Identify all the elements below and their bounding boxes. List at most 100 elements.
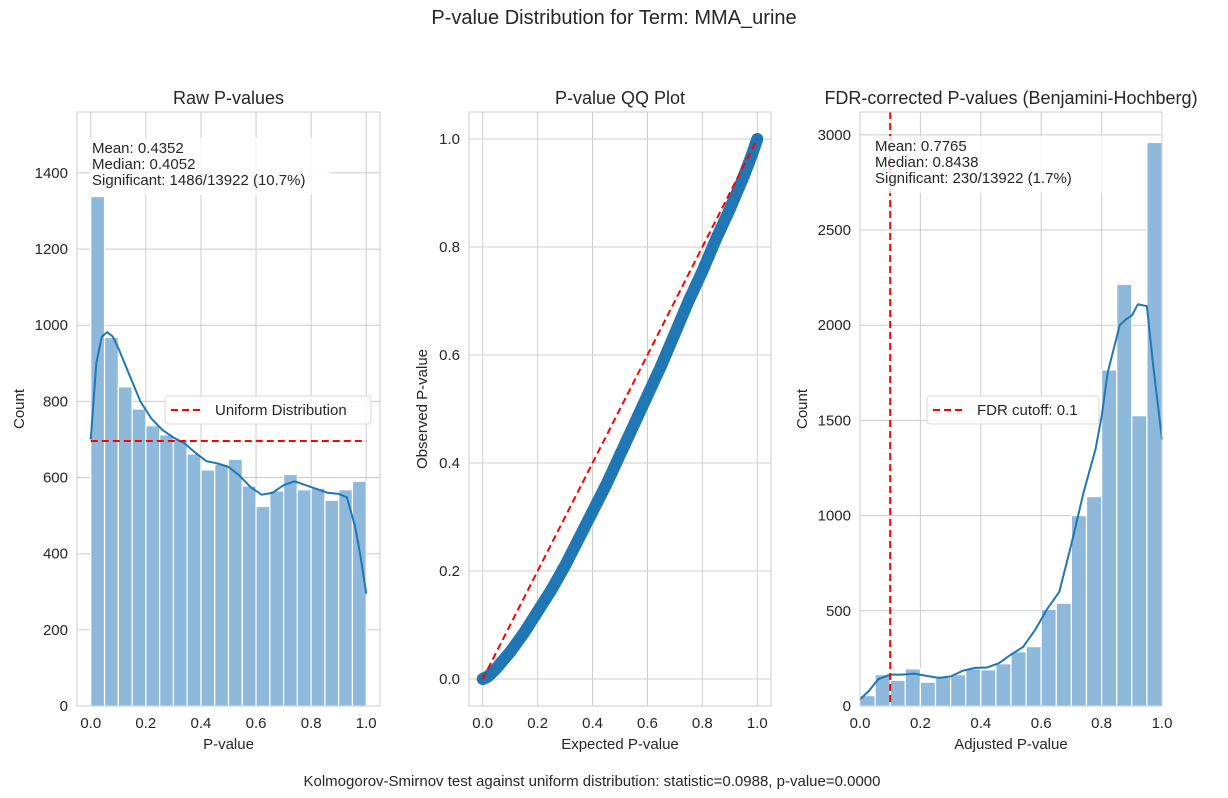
histogram-bar xyxy=(310,487,326,707)
stats-annotation-line: Significant: 1486/13922 (10.7%) xyxy=(92,172,305,189)
histogram-bar xyxy=(965,668,982,707)
x-tick-label: 1.0 xyxy=(356,715,377,732)
y-tick-label: 0.4 xyxy=(439,455,460,472)
x-tick-label: 0.0 xyxy=(850,715,871,732)
y-tick-label: 1200 xyxy=(35,241,68,258)
histogram-bar xyxy=(1040,608,1057,707)
y-tick-label: 2000 xyxy=(818,317,851,334)
y-tick-label: 0.8 xyxy=(439,239,460,256)
x-tick-label: 0.2 xyxy=(527,715,548,732)
histogram-bar xyxy=(1100,369,1118,707)
y-tick-label: 500 xyxy=(826,603,851,620)
y-tick-label: 400 xyxy=(43,546,68,563)
histogram-bar xyxy=(227,458,243,707)
identity-reference-line xyxy=(481,138,759,680)
histogram-bar xyxy=(255,505,271,707)
y-tick-label: 200 xyxy=(43,622,68,639)
panel-raw-pvalues: 0.0 0.2 0.4 0.6 0.8 1.0 0 200 400 600 800 1000 1200 1… xyxy=(11,88,381,753)
histogram-bar xyxy=(103,336,119,707)
legend-label: Uniform Distribution xyxy=(215,402,347,419)
y-axis-label: Count xyxy=(11,388,28,429)
axes-title: P-value QQ Plot xyxy=(555,88,685,108)
y-tick-label: 3000 xyxy=(818,127,851,144)
y-tick-label: 0 xyxy=(843,698,851,715)
annotation-background xyxy=(90,138,330,195)
panel-fdr-pvalues: 0.0 0.2 0.4 0.6 0.8 1.0 0 500 1000 1500 2000 2500 30… xyxy=(794,88,1198,753)
histogram-bar xyxy=(90,195,106,707)
kde-line xyxy=(859,303,1163,701)
y-tick-label: 0.6 xyxy=(439,347,460,364)
histogram-bar xyxy=(241,485,257,707)
histogram-bar xyxy=(145,425,161,707)
x-axis-label: Adjusted P-value xyxy=(954,736,1067,753)
histogram-bar xyxy=(200,469,216,707)
x-axis-label: Expected P-value xyxy=(561,736,679,753)
histogram-bar xyxy=(1131,415,1148,707)
x-tick-label: 0.4 xyxy=(191,715,212,732)
histogram-bar xyxy=(949,673,967,707)
x-tick-label: 1.0 xyxy=(747,715,768,732)
y-tick-label: 800 xyxy=(43,393,68,410)
stats-annotation-line: Mean: 0.7765 xyxy=(875,138,967,155)
x-tick-label: 1.0 xyxy=(1152,715,1173,732)
x-tick-label: 0.8 xyxy=(1091,715,1112,732)
y-tick-label: 1.0 xyxy=(439,131,460,148)
histogram-bar xyxy=(117,386,133,707)
y-tick-label: 0 xyxy=(60,698,68,715)
annotation-background xyxy=(873,136,1113,193)
histogram-bar xyxy=(172,438,188,707)
histogram-bar xyxy=(1055,602,1073,707)
histogram-bar xyxy=(934,676,952,707)
y-tick-label: 600 xyxy=(43,470,68,487)
histogram-bar xyxy=(186,453,202,707)
y-tick-label: 1500 xyxy=(818,412,851,429)
x-tick-label: 0.0 xyxy=(472,715,493,732)
histogram-bar xyxy=(131,408,147,707)
histogram-bar xyxy=(269,490,285,707)
histogram-bar xyxy=(338,489,354,707)
x-tick-label: 0.2 xyxy=(135,715,156,732)
histogram-bar xyxy=(919,681,937,707)
y-tick-label: 1400 xyxy=(35,165,68,182)
legend-box xyxy=(926,395,1100,425)
histogram-bar xyxy=(282,473,298,707)
y-axis-label: Observed P-value xyxy=(414,349,431,469)
histogram-bar xyxy=(1070,515,1088,707)
stats-annotation-line: Mean: 0.4352 xyxy=(92,140,184,157)
histogram-bar xyxy=(296,489,312,707)
x-tick-label: 0.6 xyxy=(1031,715,1052,732)
axes-frame xyxy=(76,111,381,707)
panel-qq-plot: 0.0 0.2 0.4 0.6 0.8 1.0 0.0 0.2 0.4 0.6 0.8 1.0 P-va… xyxy=(414,88,772,753)
x-tick-label: 0.4 xyxy=(582,715,603,732)
legend-box xyxy=(164,395,372,425)
stats-annotation-line: Median: 0.4052 xyxy=(92,156,195,173)
histogram-bar xyxy=(1010,651,1027,707)
x-tick-label: 0.6 xyxy=(637,715,658,732)
x-axis-label: P-value xyxy=(203,736,254,753)
y-tick-label: 1000 xyxy=(35,317,68,334)
histogram-bar xyxy=(324,499,340,707)
axes-title: FDR-corrected P-values (Benjamini-Hochbe… xyxy=(824,88,1197,108)
histogram-bar xyxy=(1116,283,1133,707)
x-tick-label: 0.0 xyxy=(80,715,101,732)
histogram-bar xyxy=(1085,495,1103,707)
y-tick-label: 0.0 xyxy=(439,671,460,688)
histogram-bar xyxy=(214,463,230,707)
x-tick-label: 0.2 xyxy=(910,715,931,732)
x-tick-label: 0.8 xyxy=(301,715,322,732)
histogram-bar xyxy=(159,434,175,707)
y-axis-label: Count xyxy=(794,388,811,429)
y-tick-label: 0.2 xyxy=(439,563,460,580)
histogram-bar xyxy=(980,669,997,707)
stats-annotation-line: Median: 0.8438 xyxy=(875,154,978,171)
x-tick-label: 0.4 xyxy=(970,715,991,732)
histogram-bar xyxy=(995,663,1012,707)
x-tick-label: 0.8 xyxy=(692,715,713,732)
axes-title: Raw P-values xyxy=(173,88,284,108)
y-tick-label: 1000 xyxy=(818,508,851,525)
legend-label: FDR cutoff: 0.1 xyxy=(977,402,1078,419)
x-tick-label: 0.6 xyxy=(246,715,267,732)
stats-annotation-line: Significant: 230/13922 (1.7%) xyxy=(875,170,1072,187)
histogram-bar xyxy=(889,679,906,707)
